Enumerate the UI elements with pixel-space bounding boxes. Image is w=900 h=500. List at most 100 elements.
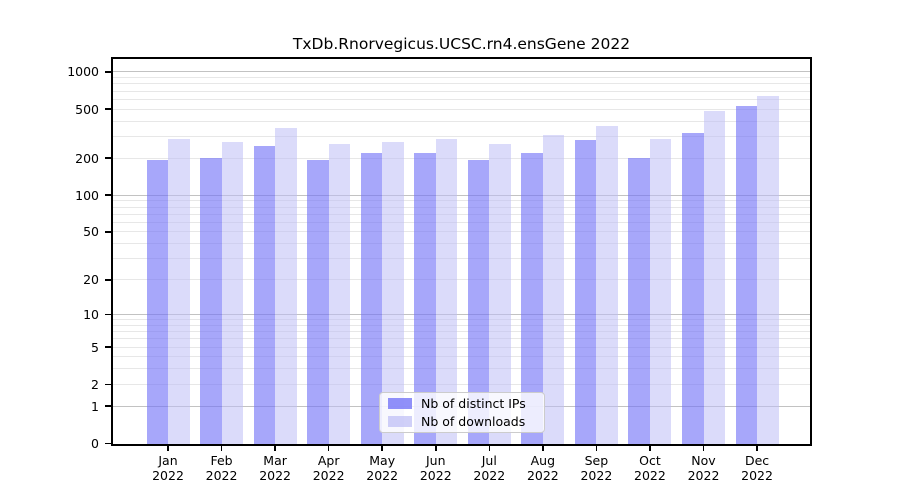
- x-tick-feb: [220, 445, 223, 451]
- x-tick-label-nov: Nov 2022: [687, 452, 720, 483]
- gridline-90: [113, 200, 810, 202]
- legend-item-downloads: Nb of downloads: [388, 414, 536, 430]
- y-tick-label-200: 200: [75, 150, 99, 166]
- legend-swatch-downloads: [388, 415, 412, 427]
- plot-area: Nb of distinct IPs Nb of downloads: [111, 57, 812, 446]
- x-axis: Jan 2022 Feb 2022 Mar 2022 Apr 2022 May 2022 Jun 20…: [113, 445, 810, 496]
- bar-may-downloads: [382, 141, 404, 444]
- bar-dec-distinct-ips: [735, 106, 758, 444]
- x-tick-sep: [595, 445, 598, 451]
- x-tick-label-may: May 2022: [366, 452, 399, 483]
- x-tick-mar: [274, 445, 276, 451]
- x-tick-label-sep: Sep 2022: [580, 452, 613, 483]
- bar-dec-downloads: [757, 96, 779, 444]
- bar-apr-downloads: [328, 144, 351, 444]
- bar-jul-downloads: [489, 144, 511, 444]
- gridline-20: [113, 279, 810, 281]
- x-tick-label-jul: Jul 2022: [473, 452, 506, 483]
- x-tick-label-jan: Jan 2022: [152, 452, 184, 483]
- gridline-200: [113, 157, 810, 159]
- x-tick-label-apr: Apr 2022: [312, 452, 345, 483]
- bar-nov-distinct-ips: [682, 132, 704, 444]
- y-tick-label-10: 10: [83, 307, 99, 322]
- y-tick-1: [105, 405, 111, 407]
- gridline-80: [113, 206, 810, 208]
- y-axis: 0 1 2 5 10 20 50 100 200 500 1000: [0, 59, 111, 451]
- gridline-400: [113, 120, 810, 122]
- y-tick-500: [105, 108, 111, 110]
- gridline-2: [113, 383, 810, 385]
- gridline-600: [113, 98, 810, 100]
- x-tick-label-oct: Oct 2022: [634, 452, 666, 483]
- gridline-10: [113, 314, 810, 315]
- bar-sep-downloads: [596, 125, 618, 444]
- legend-label-downloads: Nb of downloads: [421, 413, 526, 429]
- y-tick-50: [105, 231, 111, 233]
- y-tick-label-500: 500: [75, 101, 99, 117]
- bar-jun-distinct-ips: [414, 153, 436, 444]
- y-tick-10: [105, 313, 111, 316]
- gridline-100: [113, 194, 810, 196]
- gridline-8: [113, 324, 810, 326]
- gridline-800: [113, 83, 810, 85]
- gridline-70: [113, 213, 810, 215]
- legend-swatch-distinct-ips: [388, 398, 412, 410]
- y-tick-label-1: 1: [91, 398, 99, 414]
- y-tick-label-5: 5: [91, 339, 99, 355]
- bar-oct-downloads: [649, 138, 672, 444]
- y-tick-label-2: 2: [91, 376, 99, 392]
- legend: Nb of distinct IPs Nb of downloads: [379, 392, 545, 433]
- bar-feb-distinct-ips: [200, 158, 222, 444]
- bar-jul-distinct-ips: [467, 159, 490, 444]
- x-tick-label-jun: Jun 2022: [419, 452, 452, 483]
- bar-nov-downloads: [703, 111, 725, 444]
- gridline-300: [113, 135, 810, 137]
- x-tick-oct: [649, 445, 651, 451]
- gridline-5: [113, 346, 810, 348]
- y-tick-0: [105, 442, 111, 445]
- bar-aug-distinct-ips: [521, 153, 543, 444]
- gridline-40: [113, 243, 810, 245]
- bar-aug-downloads: [542, 134, 565, 444]
- y-tick-200: [105, 157, 111, 159]
- gridline-4: [113, 356, 810, 358]
- bar-mar-distinct-ips: [253, 146, 276, 444]
- x-tick-apr: [327, 445, 330, 451]
- bar-jun-downloads: [435, 139, 458, 444]
- y-tick-label-100: 100: [75, 187, 99, 203]
- x-tick-jan: [167, 445, 169, 451]
- y-tick-label-0: 0: [91, 436, 99, 451]
- x-tick-label-feb: Feb 2022: [205, 452, 238, 483]
- y-tick-label-1000: 1000: [67, 64, 99, 80]
- y-tick-5: [105, 346, 111, 348]
- x-tick-jul: [488, 445, 491, 451]
- gridline-50: [113, 231, 810, 233]
- bar-mar-downloads: [275, 128, 297, 444]
- x-tick-label-aug: Aug 2022: [526, 452, 559, 483]
- x-tick-aug: [542, 445, 544, 451]
- y-tick-100: [105, 194, 111, 197]
- gridline-900: [113, 77, 810, 78]
- y-tick-20: [105, 278, 111, 281]
- y-tick-label-20: 20: [83, 272, 99, 288]
- gridline-3: [113, 368, 810, 370]
- y-tick-1000: [105, 71, 111, 73]
- y-tick-label-50: 50: [83, 224, 99, 240]
- gridline-500: [113, 108, 810, 110]
- bar-apr-distinct-ips: [307, 159, 329, 444]
- gridline-60: [113, 221, 810, 223]
- legend-label-distinct-ips: Nb of distinct IPs: [421, 396, 526, 412]
- x-tick-label-mar: Mar 2022: [259, 452, 291, 483]
- chart-title: TxDb.Rnorvegicus.UCSC.rn4.ensGene 2022: [292, 35, 631, 53]
- gridline-1000: [113, 71, 810, 73]
- x-tick-label-dec: Dec 2022: [741, 452, 773, 483]
- x-tick-dec: [756, 445, 758, 451]
- bar-oct-distinct-ips: [628, 157, 650, 444]
- bar-sep-distinct-ips: [574, 140, 597, 444]
- x-tick-nov: [702, 445, 705, 451]
- gridline-6: [113, 338, 810, 340]
- bar-jan-downloads: [168, 139, 190, 444]
- bar-jan-distinct-ips: [146, 159, 168, 444]
- gridline-7: [113, 331, 810, 333]
